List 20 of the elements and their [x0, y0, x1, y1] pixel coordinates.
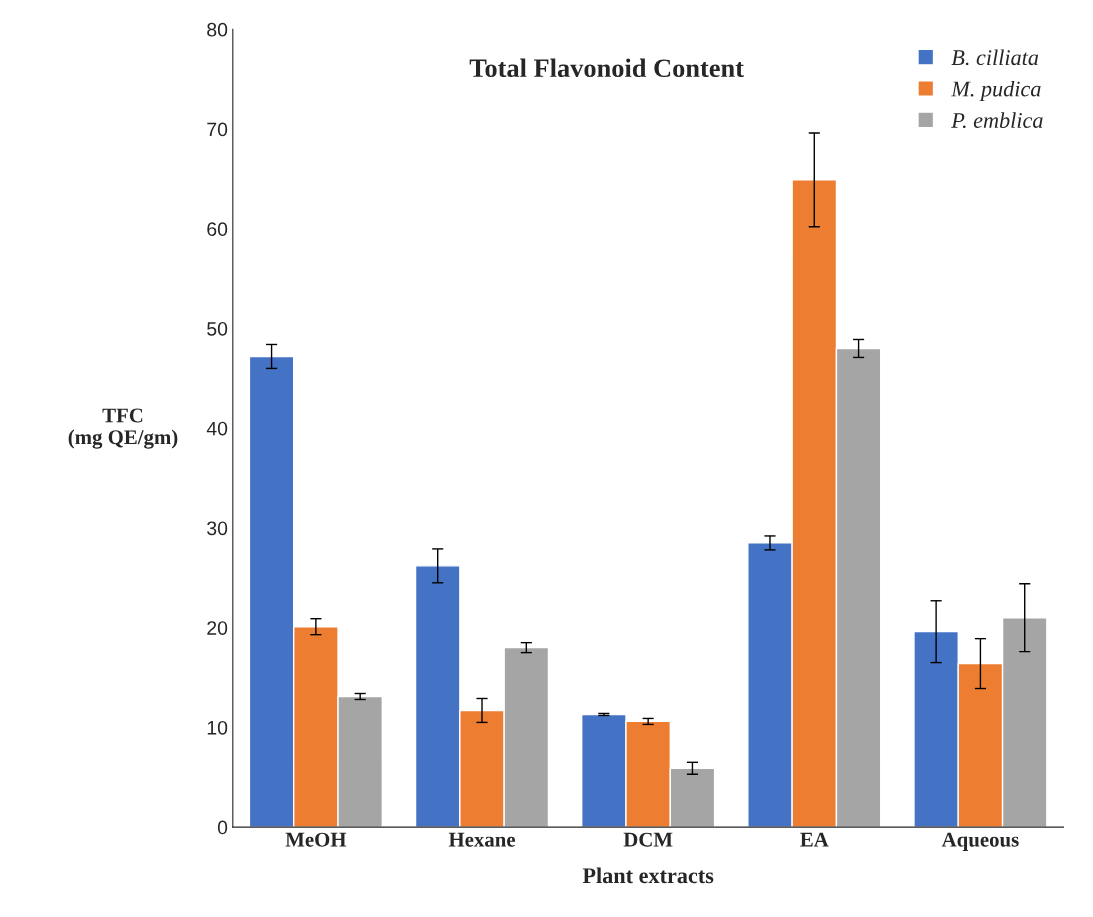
x-tick-label: EA [800, 832, 829, 847]
y-tick-label: 60 [207, 222, 228, 237]
x-axis-title: Plant extracts [582, 867, 714, 884]
text: Total Flavonoid Content [469, 58, 744, 78]
y-tick-label: 70 [207, 122, 228, 137]
x-tick-label: Hexane [448, 832, 516, 847]
y-tick-label: 80 [207, 22, 228, 37]
y-tick-label: 50 [207, 321, 228, 336]
y-tick-label: 30 [207, 521, 228, 536]
legend-label: B. cilliata [951, 49, 1039, 66]
y-tick-label: 40 [206, 421, 228, 436]
legend-label: M. pudica [951, 80, 1041, 102]
y-tick-label: 10 [207, 720, 228, 735]
legend-label: P. emblica [951, 112, 1043, 129]
y-tick-label: 0 [217, 820, 228, 835]
x-tick-label: MeOH [285, 832, 347, 847]
x-tick-label: DCM [623, 832, 673, 847]
y-axis-title: TFC (mg QE/gm) [68, 408, 178, 449]
x-tick-label: Aqueous [941, 832, 1019, 851]
y-tick-label: 20 [207, 621, 228, 635]
